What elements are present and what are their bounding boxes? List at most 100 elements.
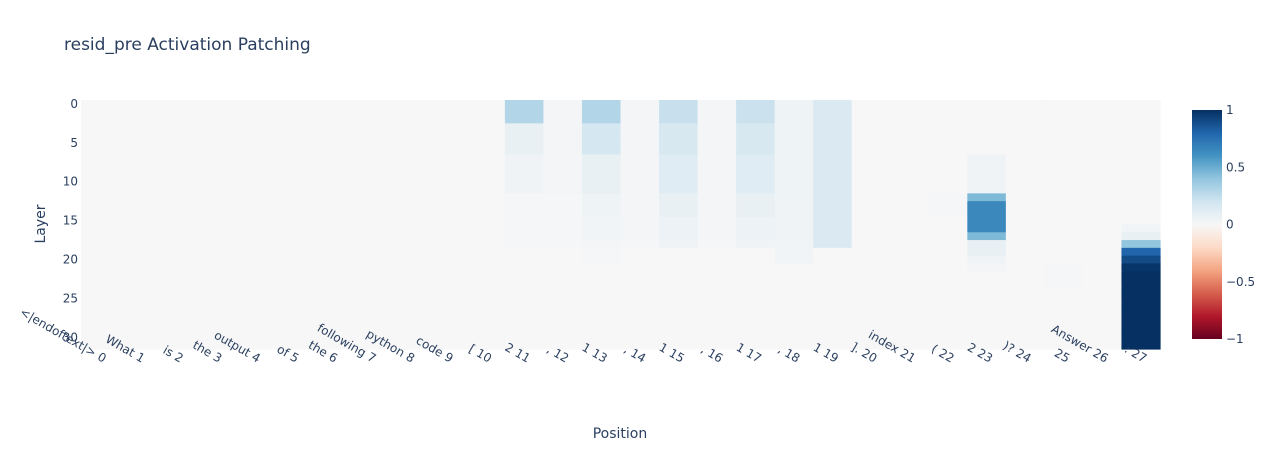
heatmap-cell xyxy=(1121,333,1161,342)
heatmap-cell xyxy=(774,146,814,156)
heatmap-cell xyxy=(119,170,159,179)
heatmap-cell xyxy=(1005,286,1045,296)
heatmap-cell xyxy=(697,255,737,265)
heatmap-cell xyxy=(350,107,390,117)
heatmap-cell xyxy=(774,294,814,303)
heatmap-cell xyxy=(620,317,660,327)
heatmap-cell xyxy=(581,115,622,124)
heatmap-cell xyxy=(119,271,159,280)
heatmap-cell xyxy=(235,107,275,117)
heatmap-cell xyxy=(350,278,390,288)
heatmap-cell xyxy=(312,138,352,148)
heatmap-cell xyxy=(273,216,313,226)
heatmap-cell xyxy=(235,232,275,241)
heatmap-cell xyxy=(967,325,1007,335)
heatmap-cell xyxy=(427,263,467,272)
heatmap-cell xyxy=(851,100,891,109)
heatmap-cell xyxy=(196,208,236,218)
heatmap-cell xyxy=(1044,255,1084,265)
heatmap-cell xyxy=(158,240,198,249)
heatmap-cell xyxy=(158,278,198,288)
heatmap-cell xyxy=(543,146,583,156)
heatmap-cell xyxy=(81,302,121,311)
heatmap-cell xyxy=(581,131,622,140)
heatmap-cell xyxy=(1082,302,1123,311)
heatmap-cell xyxy=(1005,123,1045,132)
heatmap-cell xyxy=(389,278,429,288)
heatmap-cell xyxy=(774,224,814,233)
heatmap-cell xyxy=(543,123,583,132)
heatmap-cell xyxy=(736,154,776,163)
heatmap-cell xyxy=(581,177,622,187)
heatmap-cell xyxy=(466,107,506,117)
heatmap-cell xyxy=(543,216,583,226)
heatmap-cell xyxy=(312,154,352,163)
heatmap-cell xyxy=(273,325,313,335)
heatmap-cell xyxy=(235,294,275,303)
heatmap-cell xyxy=(312,100,352,109)
heatmap-cell xyxy=(659,193,699,202)
heatmap-cell xyxy=(158,154,198,163)
heatmap-cell xyxy=(813,333,853,342)
heatmap-cell xyxy=(620,325,660,335)
heatmap-cell xyxy=(312,333,352,342)
heatmap-cell xyxy=(813,193,853,202)
heatmap-cell xyxy=(736,247,776,257)
heatmap-cell xyxy=(1005,333,1045,342)
heatmap-cell xyxy=(466,341,506,350)
heatmap-cell xyxy=(119,107,159,117)
heatmap-cell xyxy=(967,271,1007,280)
heatmap-cell xyxy=(928,341,968,350)
heatmap-cell xyxy=(581,325,622,335)
heatmap-cell xyxy=(81,317,121,327)
heatmap-cell xyxy=(774,123,814,132)
heatmap-cell xyxy=(158,325,198,335)
heatmap-cell xyxy=(813,185,853,194)
heatmap-cell xyxy=(851,263,891,272)
heatmap-cell xyxy=(1005,302,1045,311)
heatmap-cell xyxy=(1082,341,1123,350)
heatmap-cell xyxy=(659,208,699,218)
heatmap-cell xyxy=(1121,232,1161,241)
y-tick-label: 20 xyxy=(63,253,78,267)
heatmap-cell xyxy=(543,271,583,280)
heatmap-cell xyxy=(235,138,275,148)
heatmap-cell xyxy=(196,138,236,148)
heatmap-cell xyxy=(659,162,699,171)
heatmap-cell xyxy=(928,310,968,319)
heatmap-cell xyxy=(119,333,159,342)
heatmap-cell xyxy=(1005,224,1045,233)
heatmap-cell xyxy=(350,247,390,257)
heatmap-cell xyxy=(504,216,545,226)
heatmap-cell xyxy=(697,341,737,350)
heatmap-cell xyxy=(813,286,853,296)
heatmap-cell xyxy=(659,263,699,272)
heatmap-cell xyxy=(350,154,390,163)
heatmap-cell xyxy=(466,317,506,327)
heatmap-cell xyxy=(890,232,930,241)
heatmap-cell xyxy=(659,333,699,342)
heatmap-cell xyxy=(774,100,814,109)
heatmap-cell xyxy=(1121,123,1161,132)
heatmap-cell xyxy=(890,247,930,257)
heatmap-cell xyxy=(273,201,313,210)
heatmap-cell xyxy=(1121,278,1161,288)
heatmap-cell xyxy=(196,201,236,210)
heatmap-cell xyxy=(81,123,121,132)
heatmap-cell xyxy=(1005,341,1045,350)
heatmap-cell xyxy=(697,263,737,272)
heatmap-cell xyxy=(350,162,390,171)
heatmap-cell xyxy=(659,115,699,124)
heatmap-cell xyxy=(312,107,352,117)
heatmap-cell xyxy=(1121,100,1161,109)
heatmap-cell xyxy=(196,216,236,226)
heatmap-cell xyxy=(235,115,275,124)
heatmap-cell xyxy=(736,278,776,288)
heatmap-cell xyxy=(1044,317,1084,327)
heatmap-cell xyxy=(466,115,506,124)
heatmap-cell xyxy=(119,263,159,272)
heatmap-cell xyxy=(967,162,1007,171)
heatmap-cell xyxy=(581,310,622,319)
heatmap-cell xyxy=(119,216,159,226)
heatmap-cell xyxy=(235,333,275,342)
